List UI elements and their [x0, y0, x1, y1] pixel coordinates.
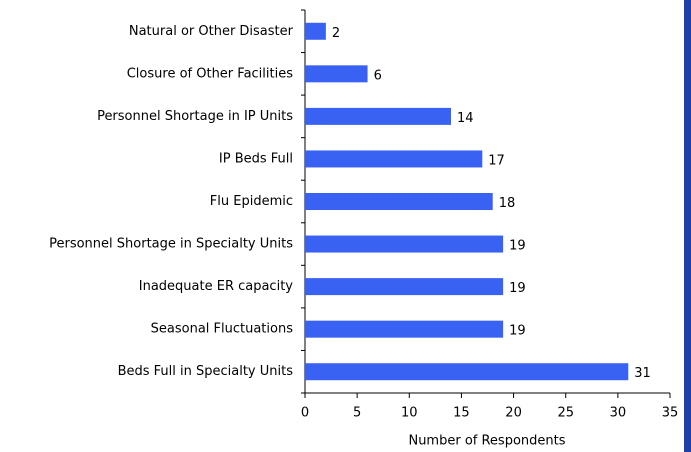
x-tick-label: 35 — [662, 406, 679, 421]
value-label: 17 — [488, 153, 505, 168]
bar — [305, 193, 493, 210]
bar — [305, 363, 629, 381]
y-tick-label: Inadequate ER capacity — [139, 279, 294, 294]
value-label: 19 — [509, 239, 526, 254]
value-label: 18 — [499, 196, 516, 211]
y-tick-label: Closure of Other Facilities — [127, 66, 293, 81]
y-tick-label: Seasonal Fluctuations — [151, 322, 294, 337]
bar — [305, 22, 326, 40]
x-tick-label: 25 — [557, 406, 574, 421]
x-tick-label: 20 — [505, 406, 522, 421]
y-tick-label: IP Beds Full — [219, 151, 293, 166]
x-axis-title: Number of Respondents — [408, 434, 565, 449]
bar — [305, 278, 504, 296]
y-tick-label: Natural or Other Disaster — [129, 24, 294, 39]
value-label: 31 — [634, 366, 651, 381]
bar — [305, 320, 504, 338]
value-label: 14 — [457, 111, 474, 126]
value-label: 6 — [374, 68, 382, 83]
frame-edge — [684, 0, 691, 452]
x-tick-label: 10 — [401, 406, 418, 421]
x-tick-label: 0 — [301, 406, 309, 421]
x-tick-label: 5 — [353, 406, 361, 421]
bar — [305, 150, 483, 168]
value-label: 2 — [332, 26, 340, 41]
x-tick-label: 15 — [453, 406, 470, 421]
bar — [305, 65, 368, 83]
y-tick-label: Flu Epidemic — [210, 194, 293, 209]
y-tick-label: Beds Full in Specialty Units — [118, 364, 294, 379]
value-label: 19 — [509, 324, 526, 339]
y-tick-label: Personnel Shortage in Specialty Units — [49, 237, 293, 252]
bar — [305, 235, 504, 253]
value-label: 19 — [509, 281, 526, 296]
y-tick-label: Personnel Shortage in IP Units — [97, 109, 293, 124]
bar — [305, 107, 451, 125]
x-tick-label: 30 — [610, 406, 627, 421]
